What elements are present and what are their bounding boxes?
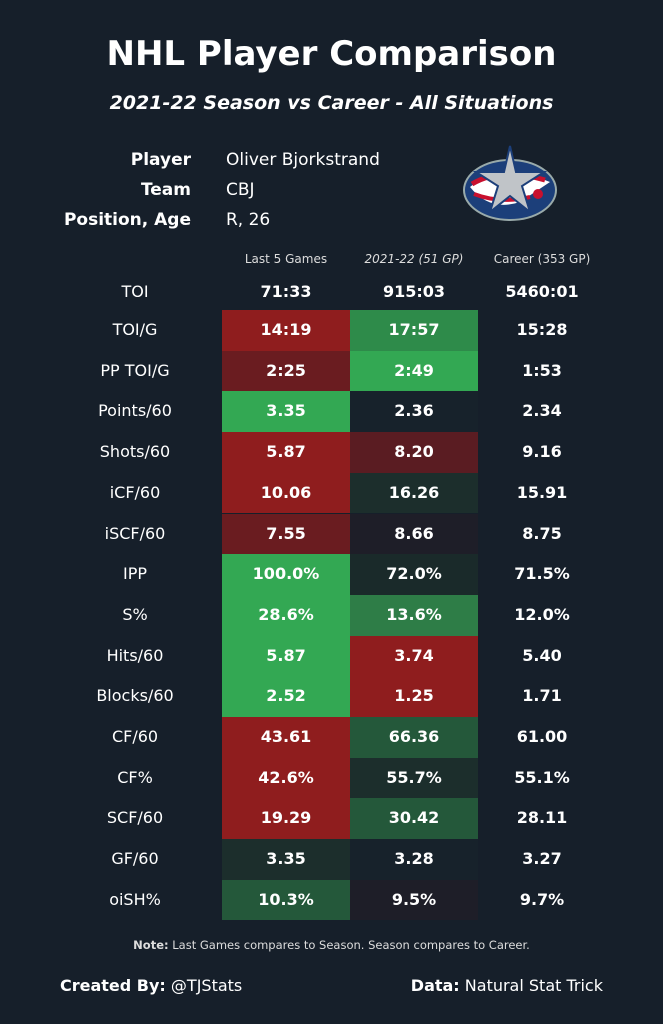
table-cell: 9.5%: [350, 879, 478, 921]
table-cell: 3.74: [350, 635, 478, 677]
table-row: TOI/G 14:19 17:57 15:28: [0, 310, 663, 351]
column-header: 2021-22 (51 GP): [364, 252, 464, 266]
table-cell: 1.25: [350, 676, 478, 717]
row-label: S%: [122, 604, 148, 624]
table-row: iSCF/60 7.55 8.66 8.75: [0, 513, 663, 555]
table-cell: 43.61: [222, 717, 350, 758]
row-label: Shots/60: [99, 442, 171, 462]
table-cell: 28.6%: [222, 594, 350, 636]
footnote: Note: Last Games compares to Season. Sea…: [133, 938, 530, 952]
table-cell: 8.66: [350, 513, 478, 555]
row-label: Points/60: [98, 401, 172, 421]
table-row: SCF/60 19.29 30.42 28.11: [0, 798, 663, 840]
table-cell: 55.1%: [514, 767, 570, 787]
table-row: Shots/60 5.87 8.20 9.16: [0, 432, 663, 473]
info-value: Oliver Bjorkstrand: [226, 150, 380, 170]
table-cell: 30.42: [350, 798, 478, 840]
row-label: iCF/60: [109, 482, 161, 502]
info-value: CBJ: [226, 180, 255, 200]
table-cell: 2:49: [350, 350, 478, 392]
row-label: Hits/60: [106, 645, 164, 665]
row-label: CF/60: [111, 727, 159, 746]
table-cell: 2.36: [350, 391, 478, 433]
table-cell: 12.0%: [514, 604, 570, 624]
table-cell: 2.34: [522, 401, 562, 421]
table-cell: 2:25: [222, 350, 350, 392]
table-cell: 71.5%: [514, 564, 570, 584]
subtitle: 2021-22 Season vs Career - All Situation…: [109, 92, 554, 114]
table-cell: 9.7%: [519, 889, 565, 909]
table-row: CF% 42.6% 55.7% 55.1%: [0, 757, 663, 799]
table-cell: 71:33: [260, 282, 312, 301]
column-header: Career (353 GP): [493, 252, 591, 266]
row-label: iSCF/60: [104, 523, 166, 543]
table-cell: 16.26: [350, 472, 478, 514]
table-row: IPP 100.0% 72.0% 71.5%: [0, 554, 663, 595]
row-label: PP TOI/G: [100, 360, 170, 380]
table-cell: 14:19: [222, 310, 350, 351]
table-cell: 55.7%: [350, 757, 478, 799]
table-cell: 61.00: [516, 727, 568, 746]
info-label: Player: [130, 150, 191, 170]
credit: Created By: @TJStats: [60, 976, 243, 995]
table-cell: 72.0%: [350, 554, 478, 595]
column-header: Last 5 Games: [244, 252, 328, 266]
table-cell: 66.36: [350, 717, 478, 758]
row-label: GF/60: [111, 849, 159, 869]
table-cell: 28.11: [516, 808, 568, 828]
table-row: Blocks/60 2.52 1.25 1.71: [0, 676, 663, 717]
table-cell: 5.87: [222, 635, 350, 677]
page-title: NHL Player Comparison: [106, 34, 557, 74]
table-cell: 10.3%: [222, 879, 350, 921]
info-label: Position, Age: [63, 210, 191, 230]
table-cell: 8.75: [522, 523, 562, 543]
table-cell: 3.35: [222, 391, 350, 433]
row-label: TOI: [121, 282, 149, 301]
table-cell: 1:53: [522, 360, 562, 380]
info-value: R, 26: [226, 210, 271, 230]
table-cell: 7.55: [222, 513, 350, 555]
table-cell: 13.6%: [350, 594, 478, 636]
table-cell: 17:57: [350, 310, 478, 351]
table-row: S% 28.6% 13.6% 12.0%: [0, 594, 663, 636]
table-cell: 15:28: [516, 320, 568, 339]
table-cell: 8.20: [350, 432, 478, 473]
table-row: CF/60 43.61 66.36 61.00: [0, 717, 663, 758]
table-cell: 15.91: [516, 482, 568, 502]
table-cell: 5.40: [522, 645, 562, 665]
row-label: CF%: [117, 767, 153, 787]
row-label: IPP: [122, 564, 147, 584]
table-cell: 100.0%: [222, 554, 350, 595]
table-cell: 9.16: [522, 442, 562, 462]
data-source: Data: Natural Stat Trick: [410, 976, 603, 995]
row-label: Blocks/60: [96, 686, 174, 706]
table-cell: 5.87: [222, 432, 350, 473]
row-label: SCF/60: [106, 808, 164, 828]
table-cell: 3.27: [522, 849, 562, 869]
table-cell: 19.29: [222, 798, 350, 840]
table-cell: 3.28: [350, 839, 478, 880]
row-label: oiSH%: [109, 889, 161, 909]
table-row: iCF/60 10.06 16.26 15.91: [0, 472, 663, 514]
table-cell: 42.6%: [222, 757, 350, 799]
table-row: TOI 71:33 915:03 5460:01: [0, 272, 663, 313]
table-cell: 5460:01: [505, 282, 579, 301]
table-row: Points/60 3.35 2.36 2.34: [0, 391, 663, 433]
table-row: Hits/60 5.87 3.74 5.40: [0, 635, 663, 677]
table-cell: 3.35: [222, 839, 350, 880]
table-cell: 10.06: [222, 472, 350, 514]
table-cell: 2.52: [222, 676, 350, 717]
team-logo: [463, 145, 557, 221]
table-row: GF/60 3.35 3.28 3.27: [0, 839, 663, 880]
table-row: PP TOI/G 2:25 2:49 1:53: [0, 350, 663, 392]
row-label: TOI/G: [112, 320, 158, 339]
table-cell: 1.71: [522, 686, 562, 706]
info-label: Team: [140, 180, 191, 200]
table-cell: 915:03: [382, 282, 446, 301]
table-row: oiSH% 10.3% 9.5% 9.7%: [0, 879, 663, 921]
